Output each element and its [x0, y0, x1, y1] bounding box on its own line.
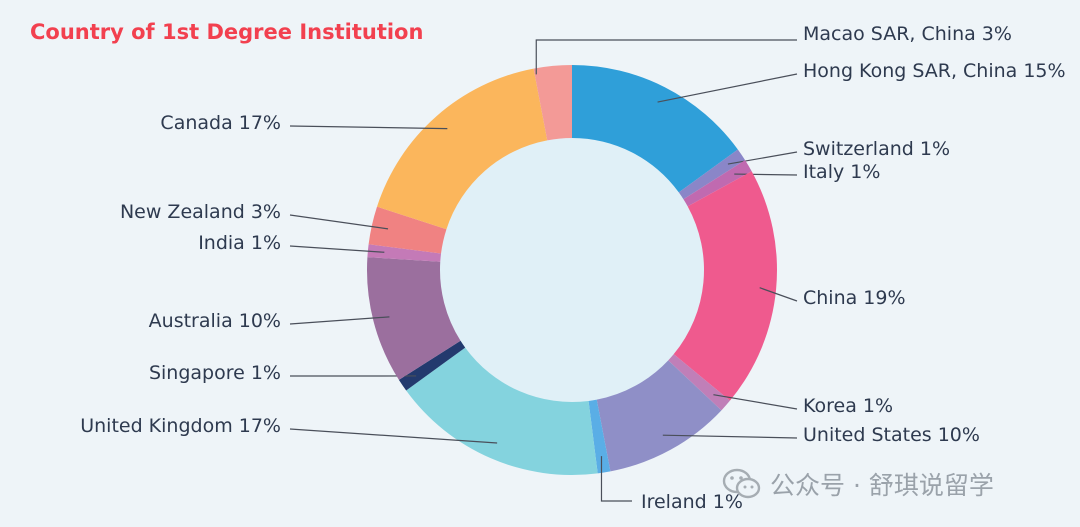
slice-switzerland: [678, 149, 746, 200]
leader-line: [289, 316, 390, 325]
watermark: 公众号 · 舒琪说留学: [722, 466, 994, 502]
slice-ireland: [588, 399, 611, 474]
leader-line: [535, 39, 797, 75]
slice-label: Italy 1%: [803, 161, 880, 183]
leader-line: [657, 73, 798, 103]
slice-label: India 1%: [198, 232, 281, 254]
slice-label: New Zealand 3%: [120, 201, 281, 223]
slice-label: China 19%: [803, 287, 906, 309]
slice-india: [367, 244, 442, 262]
slice-label: Korea 1%: [803, 395, 893, 417]
slice-united: [596, 360, 722, 472]
slice-label: Macao SAR, China 3%: [803, 23, 1012, 45]
slice-korea: [668, 354, 730, 411]
slice-macao: [533, 65, 572, 141]
leader-line: [734, 173, 798, 176]
leader-line: [713, 394, 798, 410]
slice-hong: [572, 65, 738, 193]
chart-title: Country of 1st Degree Institution: [30, 20, 424, 44]
slice-china: [673, 171, 777, 401]
slice-united: [406, 347, 598, 475]
watermark-text: 公众号 · 舒琪说留学: [770, 471, 994, 500]
leader-line: [727, 151, 798, 165]
slice-label: Hong Kong SAR, China 15%: [803, 60, 1066, 82]
leader-line: [289, 125, 448, 130]
slice-label: Singapore 1%: [149, 362, 281, 384]
slice-label: Canada 17%: [160, 112, 281, 134]
leader-line: [759, 287, 798, 302]
slice-label: Australia 10%: [149, 310, 281, 332]
slice-singapore: [398, 340, 466, 391]
leader-line: [289, 245, 385, 253]
slice-label: United States 10%: [803, 424, 980, 446]
leader-line: [662, 434, 798, 439]
slice-label: Ireland 1%: [641, 491, 743, 513]
leader-line: [289, 428, 498, 444]
slice-new: [368, 206, 447, 254]
slice-canada: [377, 68, 548, 230]
slice-australia: [367, 257, 461, 380]
slice-label: Switzerland 1%: [803, 138, 950, 160]
leader-line: [289, 214, 389, 230]
donut-center: [440, 138, 704, 402]
slice-label: United Kingdom 17%: [80, 415, 281, 437]
slice-italy: [683, 160, 752, 207]
leader-line: [600, 456, 632, 502]
wechat-icon: [722, 468, 761, 499]
